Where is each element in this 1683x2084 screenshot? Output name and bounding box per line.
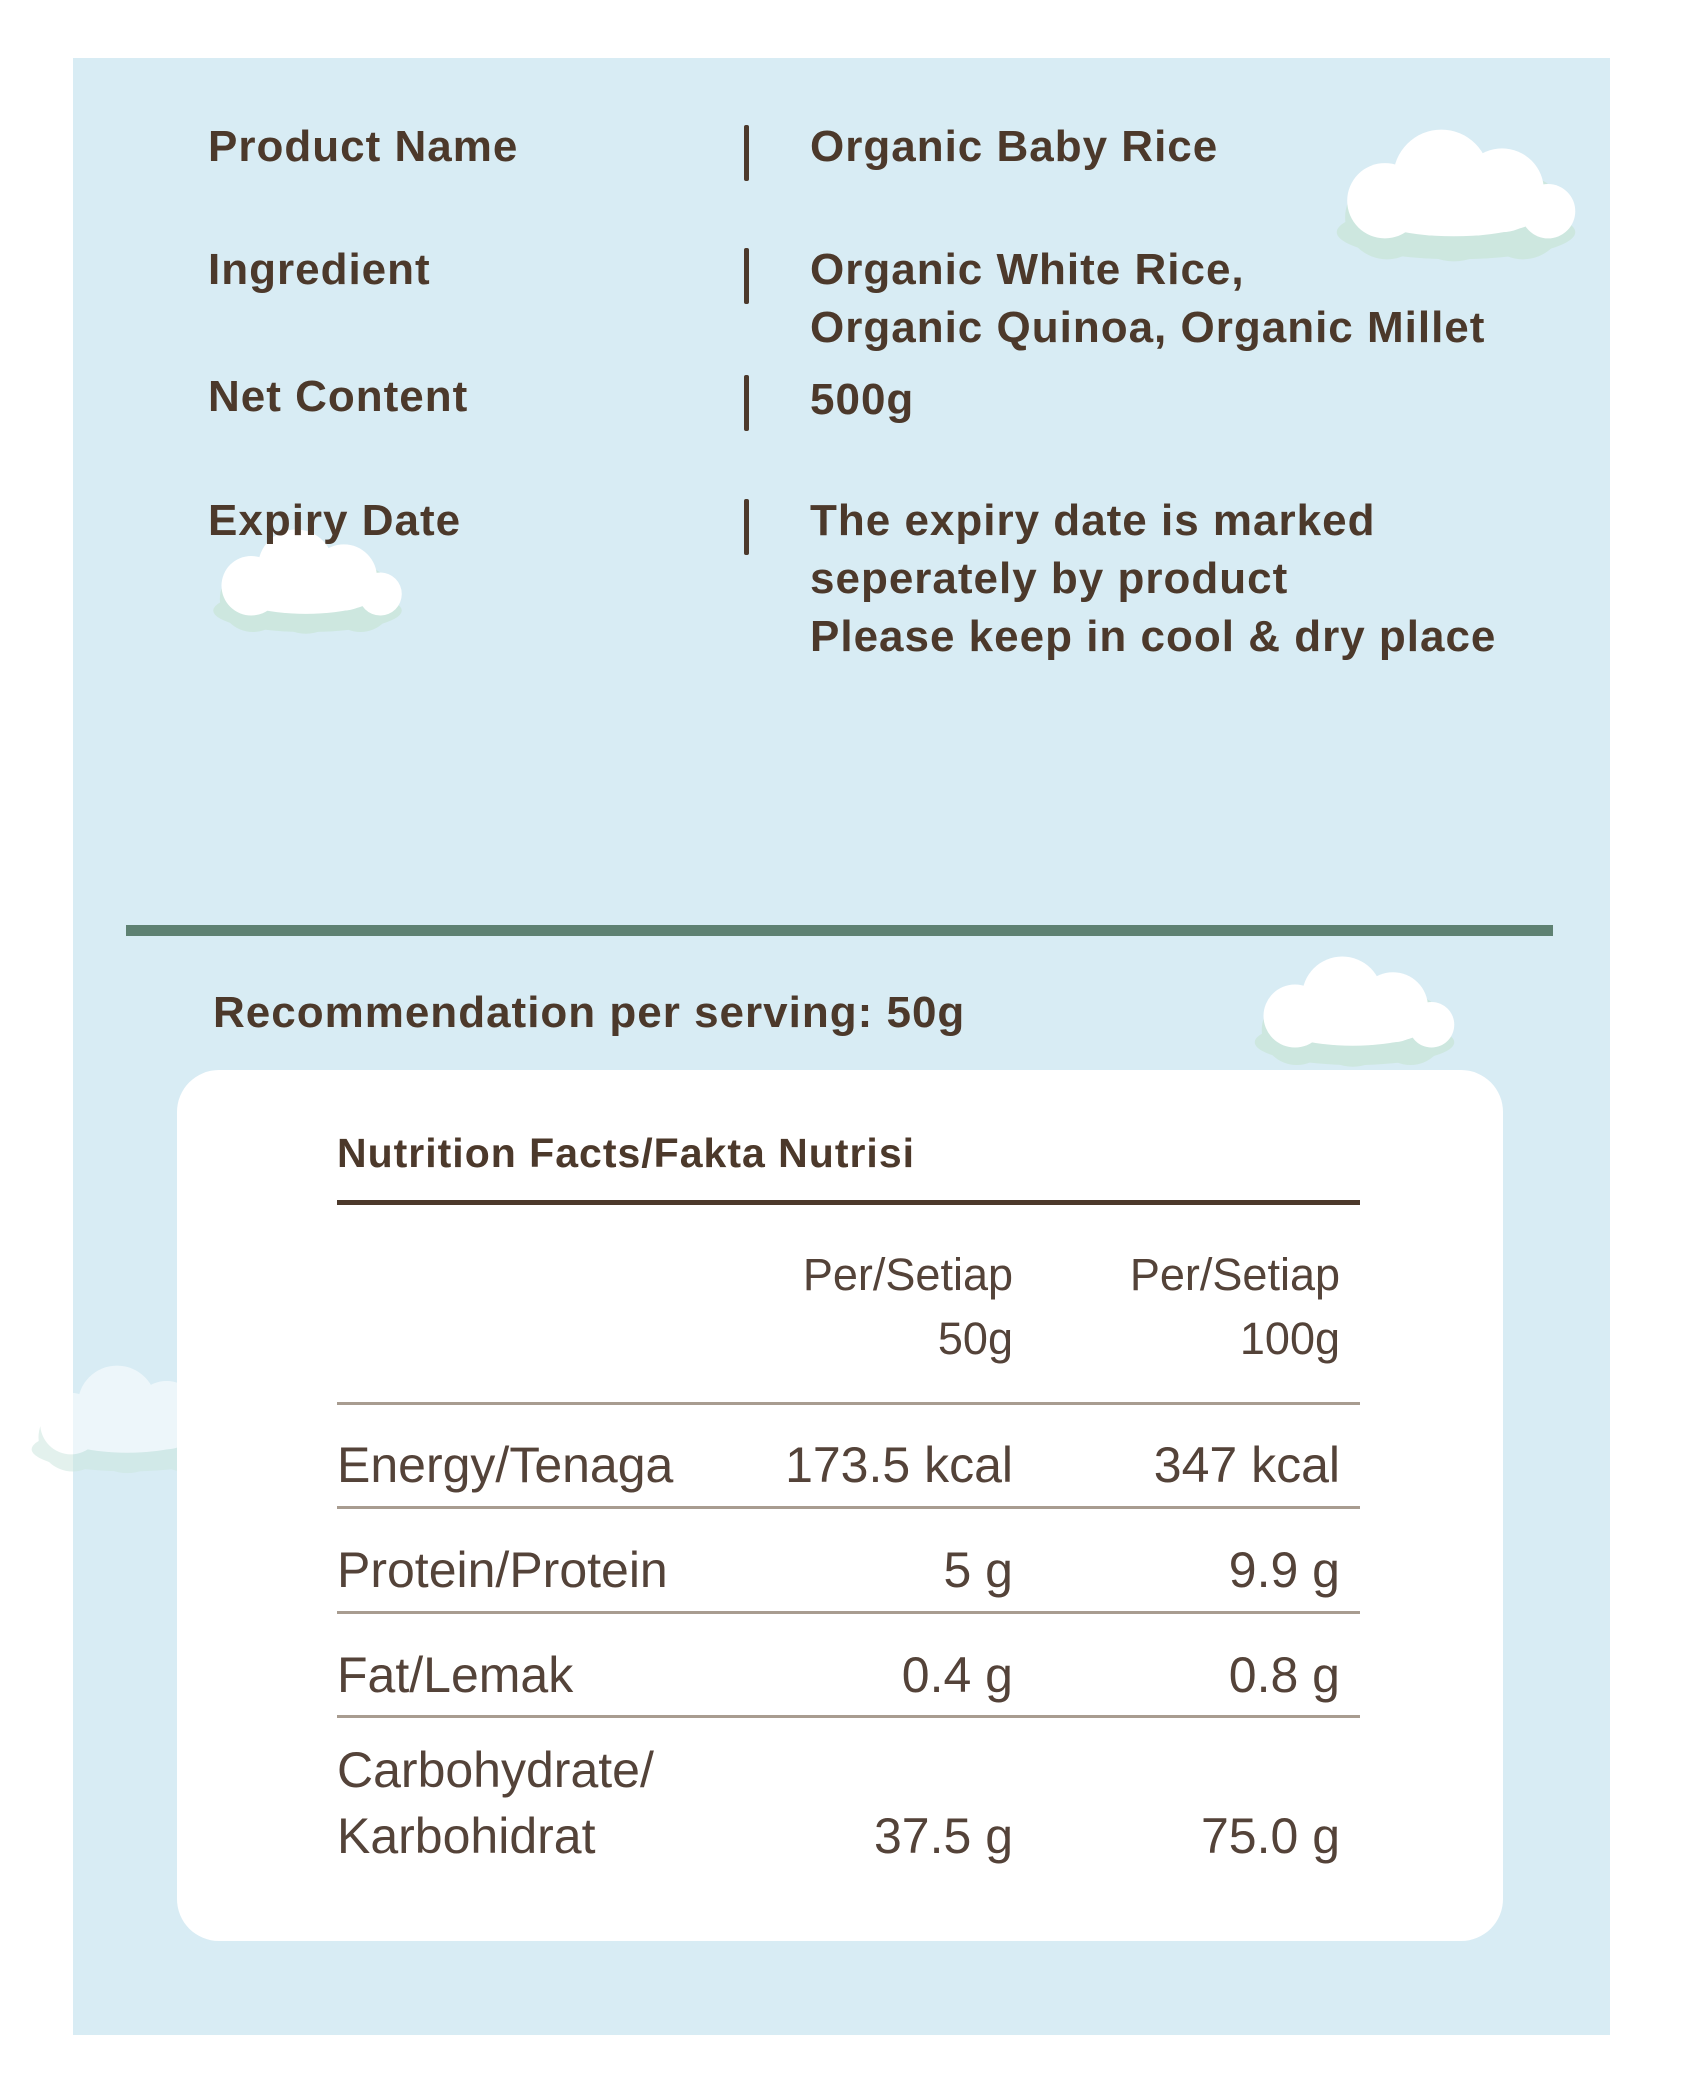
column-header-line: 50g — [937, 1313, 1013, 1364]
cloud-icon — [1320, 100, 1592, 268]
nutrient-value-100g: 9.9 g — [1228, 1542, 1340, 1598]
expiry-date-value-line: seperately by product — [810, 554, 1289, 603]
nutrient-label-line: Karbohidrat — [337, 1808, 596, 1864]
nutrition-facts-card — [177, 1070, 1503, 1941]
expiry-date-value-line: Please keep in cool & dry place — [810, 612, 1497, 661]
section-divider-rule — [126, 925, 1553, 936]
ingredient-label: Ingredient — [208, 245, 431, 294]
nutrient-label: Energy/Tenaga — [337, 1437, 674, 1493]
net-content-label: Net Content — [208, 372, 469, 421]
label-value-divider — [744, 499, 749, 555]
table-row-rule — [337, 1402, 1360, 1405]
product-name-label: Product Name — [208, 122, 519, 171]
nutrient-value-100g: 75.0 g — [1200, 1808, 1340, 1864]
nutrient-value-50g: 0.4 g — [901, 1647, 1013, 1703]
column-header-per-50g: Per/Setiap 50g — [803, 1243, 1013, 1371]
cloud-icon — [1232, 932, 1477, 1072]
nutrient-value-50g: 173.5 kcal — [785, 1437, 1013, 1493]
serving-recommendation-text: Recommendation per serving: 50g — [213, 988, 966, 1037]
nutrient-value-50g: 5 g — [943, 1542, 1013, 1598]
nutrient-label: Fat/Lemak — [337, 1647, 574, 1703]
table-row-rule — [337, 1506, 1360, 1509]
expiry-date-label: Expiry Date — [208, 496, 462, 545]
label-value-divider — [744, 248, 749, 304]
label-value-divider — [744, 125, 749, 181]
nutrient-label: Protein/Protein — [337, 1542, 668, 1598]
product-name-value: Organic Baby Rice — [810, 122, 1219, 171]
net-content-value: 500g — [810, 375, 915, 424]
expiry-date-value-line: The expiry date is marked — [810, 496, 1376, 545]
label-value-divider — [744, 375, 749, 431]
table-row-rule — [337, 1715, 1360, 1718]
ingredient-value-line: Organic Quinoa, Organic Millet — [810, 303, 1486, 352]
nutrition-facts-title: Nutrition Facts/Fakta Nutrisi — [337, 1130, 916, 1176]
column-header-line: 100g — [1239, 1313, 1340, 1364]
column-header-line: Per/Setiap — [1129, 1249, 1340, 1300]
nutrient-value-100g: 347 kcal — [1153, 1437, 1340, 1493]
table-row-rule — [337, 1611, 1360, 1614]
nutrition-title-underline — [337, 1200, 1360, 1205]
nutrient-value-50g: 37.5 g — [873, 1808, 1013, 1864]
column-header-line: Per/Setiap — [802, 1249, 1013, 1300]
column-header-per-100g: Per/Setiap 100g — [1130, 1243, 1340, 1371]
ingredient-value-line: Organic White Rice, — [810, 245, 1245, 294]
nutrient-label-line: Carbohydrate/ — [337, 1742, 654, 1798]
nutrient-value-100g: 0.8 g — [1228, 1647, 1340, 1703]
